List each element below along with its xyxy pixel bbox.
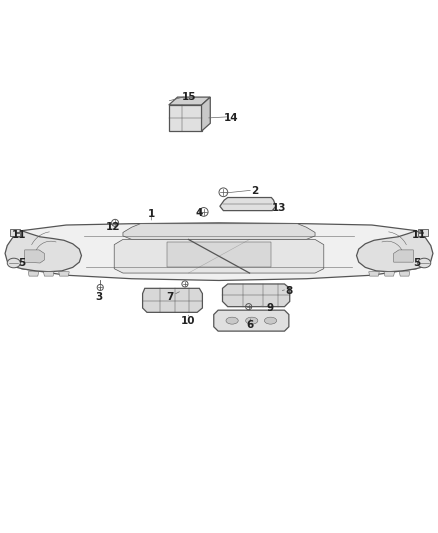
Polygon shape xyxy=(114,239,324,273)
Polygon shape xyxy=(166,242,272,266)
Ellipse shape xyxy=(226,317,238,324)
Text: 10: 10 xyxy=(181,316,196,326)
Text: 13: 13 xyxy=(272,203,286,213)
Text: 8: 8 xyxy=(285,286,293,295)
Text: 2: 2 xyxy=(251,187,258,196)
Polygon shape xyxy=(123,224,315,239)
Polygon shape xyxy=(5,231,81,272)
Polygon shape xyxy=(399,272,410,276)
Text: 15: 15 xyxy=(182,92,197,102)
Polygon shape xyxy=(223,284,290,306)
Polygon shape xyxy=(418,229,427,236)
Polygon shape xyxy=(169,105,201,131)
Text: 3: 3 xyxy=(95,292,102,302)
Polygon shape xyxy=(169,97,210,105)
Text: 14: 14 xyxy=(224,113,239,123)
Polygon shape xyxy=(21,223,417,280)
Polygon shape xyxy=(11,229,20,236)
Polygon shape xyxy=(384,272,395,276)
Text: 1: 1 xyxy=(148,209,155,219)
Polygon shape xyxy=(201,97,210,131)
Text: 11: 11 xyxy=(412,230,426,240)
Text: 5: 5 xyxy=(18,258,25,268)
Text: 4: 4 xyxy=(196,208,203,218)
Polygon shape xyxy=(357,231,433,272)
Polygon shape xyxy=(43,272,54,276)
Ellipse shape xyxy=(265,317,277,324)
Text: 9: 9 xyxy=(267,303,274,313)
Polygon shape xyxy=(25,250,44,263)
Text: 11: 11 xyxy=(12,230,26,240)
Text: 7: 7 xyxy=(166,292,174,302)
Polygon shape xyxy=(143,288,202,312)
Polygon shape xyxy=(369,272,379,276)
Text: 12: 12 xyxy=(106,222,120,232)
Text: 6: 6 xyxy=(247,320,254,330)
Polygon shape xyxy=(28,272,39,276)
Polygon shape xyxy=(220,198,276,211)
Ellipse shape xyxy=(7,258,20,268)
Polygon shape xyxy=(394,250,413,262)
Text: 5: 5 xyxy=(413,258,420,268)
Ellipse shape xyxy=(418,258,431,268)
Polygon shape xyxy=(214,310,289,331)
Polygon shape xyxy=(59,272,69,276)
Ellipse shape xyxy=(246,317,258,324)
